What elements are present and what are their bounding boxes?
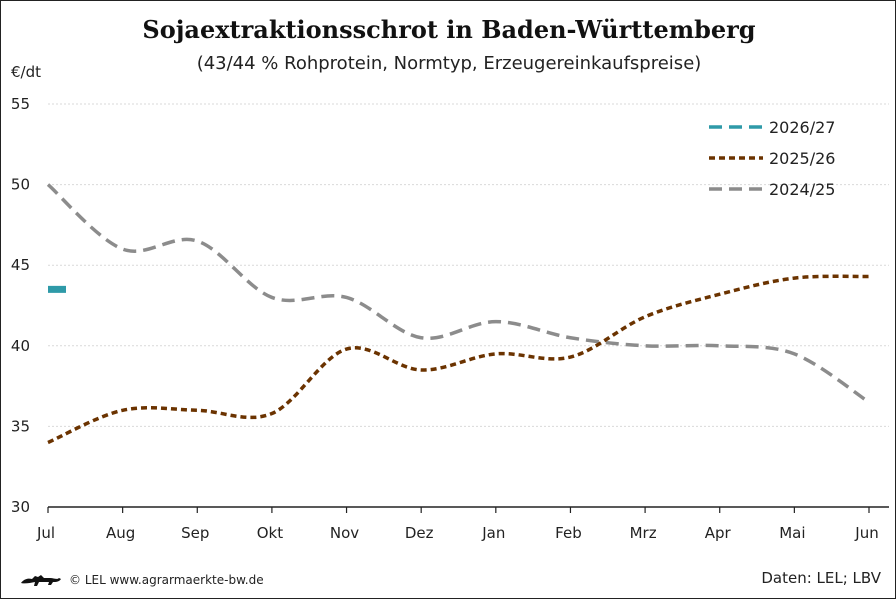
x-tick-label: Nov (330, 524, 359, 542)
grid-lines (48, 103, 889, 427)
axes: 30 35 40 45 50 55 Jul Aug Sep Okt Nov Dez Jan Feb Mrz A… (11, 95, 889, 542)
legend-label: 2025/26 (769, 149, 835, 168)
data-source: Daten: LEL; LBV (761, 569, 881, 587)
x-tick-label: Dez (405, 524, 434, 542)
baden-wuerttemberg-lion-icon (21, 575, 61, 586)
x-tick-label: Jun (854, 524, 878, 542)
series-line-2024/25 (46, 183, 870, 404)
x-tick-label: Aug (106, 524, 135, 542)
x-tick-label: Jul (36, 524, 55, 542)
x-tick-label: Okt (257, 524, 283, 542)
y-tick-label: 50 (11, 176, 30, 194)
series-line-2025/26 (47, 274, 870, 445)
chart-title: Sojaextraktionsschrot in Baden-Württembe… (142, 15, 756, 44)
y-tick-label: 55 (11, 95, 30, 113)
x-tick-label: Feb (555, 524, 582, 542)
legend: 2026/27 2025/26 2024/25 (709, 118, 835, 199)
legend-label: 2024/25 (769, 180, 835, 199)
y-tick-label: 40 (11, 337, 30, 355)
y-tick-label: 35 (11, 417, 30, 435)
chart-subtitle: (43/44 % Rohprotein, Normtyp, Erzeugerei… (196, 53, 702, 74)
x-tick-label: Sep (181, 524, 209, 542)
footer-copyright: © LEL www.agrarmaerkte-bw.de (19, 572, 264, 588)
x-tick-label: Jan (481, 524, 505, 542)
legend-label: 2026/27 (769, 118, 835, 137)
copyright-text: © LEL www.agrarmaerkte-bw.de (69, 573, 264, 587)
y-tick-label: 30 (11, 498, 30, 516)
y-tick-label: 45 (11, 256, 30, 274)
x-tick-label: Apr (705, 524, 732, 542)
y-axis-unit: €/dt (11, 63, 41, 81)
x-tick-label: Mrz (630, 524, 657, 542)
x-tick-label: Mai (779, 524, 805, 542)
series-layer (46, 183, 870, 445)
